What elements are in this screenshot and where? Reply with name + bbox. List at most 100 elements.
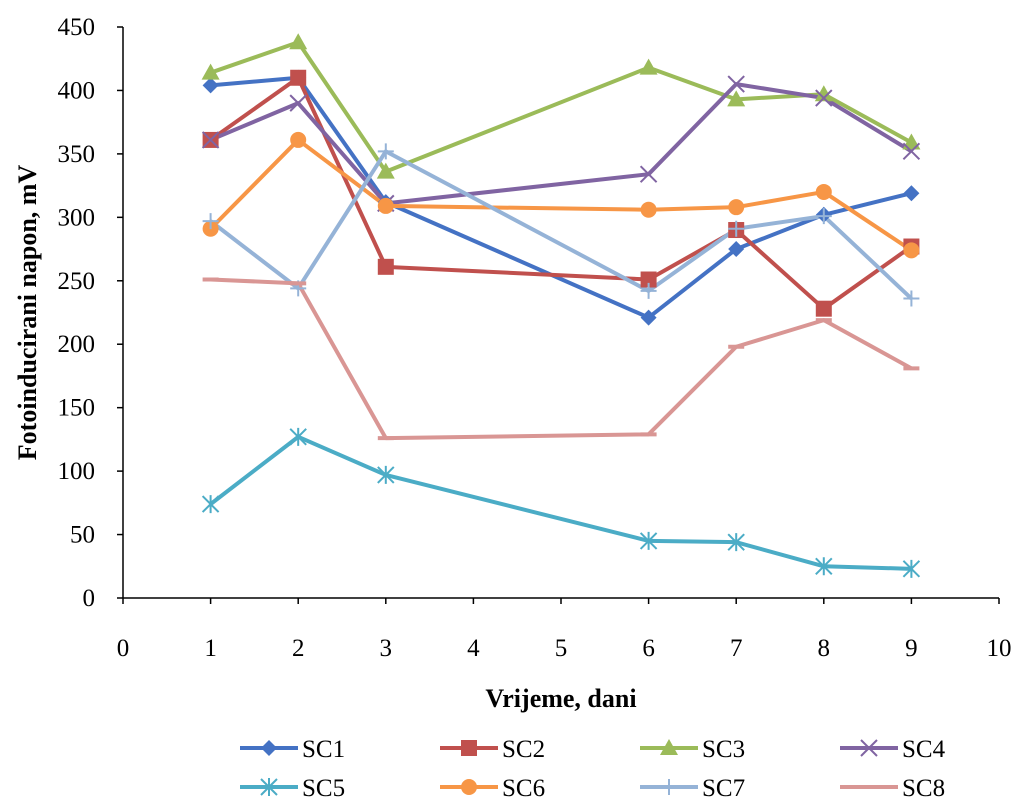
legend-swatch-marker [461,779,477,795]
y-tick-label: 400 [58,77,96,104]
data-point-sc6 [377,197,394,214]
legend-label: SC6 [502,775,545,799]
data-point-sc2 [640,271,657,288]
marker-stroke [727,533,745,552]
data-point-sc7 [903,290,920,307]
data-point-sc3 [376,162,395,179]
marker-stroke [377,465,395,484]
y-axis-title: Fotoinducirani napon, mV [13,165,42,461]
data-point-sc6 [815,183,832,200]
data-point-sc7 [202,213,219,230]
legend-item-sc2: SC2 [440,736,545,763]
data-point-sc2 [815,300,832,317]
marker-stroke [639,165,658,183]
data-point-sc1 [728,241,745,258]
data-point-sc3 [201,63,220,80]
legend-label: SC3 [702,736,745,763]
y-tick-label: 450 [58,14,96,41]
legend-label: SC5 [302,775,345,799]
data-point-sc7 [377,143,394,160]
legend-item-sc8: SC8 [840,775,945,799]
data-point-sc4 [727,75,745,93]
legend-label: SC2 [502,736,545,763]
marker-stroke [640,282,657,299]
marker-stroke [639,531,658,550]
y-tick-label: 300 [58,204,96,231]
marker-stroke [728,220,745,237]
series-line-sc5 [209,434,912,571]
axes [122,27,999,599]
data-point-sc4 [902,142,921,161]
marker-stroke [289,427,307,446]
x-tick-label: 9 [905,635,918,662]
data-point-sc5 [902,559,921,578]
legend-item-sc3: SC3 [640,736,745,763]
marker-stroke [201,495,220,514]
marker-stroke [661,779,677,795]
data-point-sc6 [903,242,920,259]
marker-stroke [377,143,394,160]
legend-label: SC1 [302,736,345,763]
marker-stroke [201,131,220,149]
data-point-sc5 [815,557,833,576]
data-point-sc6 [290,131,307,148]
x-tick-label: 7 [730,635,743,662]
y-tick-label: 200 [58,331,96,358]
legend-label: SC8 [902,775,945,799]
y-tick-label: 50 [70,522,95,549]
data-point-sc5 [727,533,745,552]
marker-stroke [815,208,832,225]
legend-swatch-marker [461,740,477,756]
legend-swatch-marker [660,739,678,755]
marker-stroke [260,778,278,796]
series-lines [209,40,913,571]
legend-label: SC4 [902,736,946,763]
data-point-sc5 [289,427,307,446]
data-point-sc6 [640,201,657,218]
y-tick-label: 150 [58,395,96,422]
data-point-sc3 [727,90,746,107]
y-tick-label: 350 [58,141,96,168]
marker-stroke [289,94,307,112]
legend-swatch-marker [260,778,278,796]
legend-swatch-marker [261,740,277,756]
y-tick-label: 250 [58,268,96,295]
data-point-sc3 [902,133,921,150]
legend: SC1 SC2 SC3 SC4 SC5 SC6 SC7 SC8 [240,736,946,799]
marker-stroke [815,557,833,576]
marker-stroke [903,290,920,307]
data-point-sc1 [640,309,657,326]
x-tick-label: 5 [555,635,568,662]
x-tick-label: 2 [292,635,305,662]
y-tick-label: 100 [58,458,96,485]
x-tick-label: 3 [380,635,393,662]
series-line-sc6 [209,137,913,252]
legend-item-sc4: SC4 [840,736,946,763]
marker-stroke [860,739,878,757]
data-point-sc6 [728,199,745,216]
series-markers [201,33,921,578]
x-tick-label: 10 [987,635,1012,662]
marker-stroke [902,559,921,578]
data-point-sc5 [377,465,395,484]
data-point-sc7 [815,208,832,225]
x-tick-label: 1 [204,635,217,662]
legend-item-sc6: SC6 [440,775,545,799]
data-point-sc7 [640,282,657,299]
marker-stroke [902,142,921,161]
marker-stroke [202,213,219,230]
data-point-sc4 [815,89,833,107]
data-point-sc5 [201,495,220,514]
data-point-sc4 [289,94,307,112]
data-point-sc1 [903,185,920,202]
data-point-sc7 [728,220,745,237]
series-line-sc8 [210,277,913,441]
data-point-sc5 [639,531,658,550]
x-tick-label: 8 [818,635,831,662]
legend-swatch-marker [860,739,878,757]
data-point-sc4 [639,165,658,183]
data-point-sc4 [201,131,220,149]
legend-label: SC7 [702,775,745,799]
data-point-sc3 [289,33,308,50]
